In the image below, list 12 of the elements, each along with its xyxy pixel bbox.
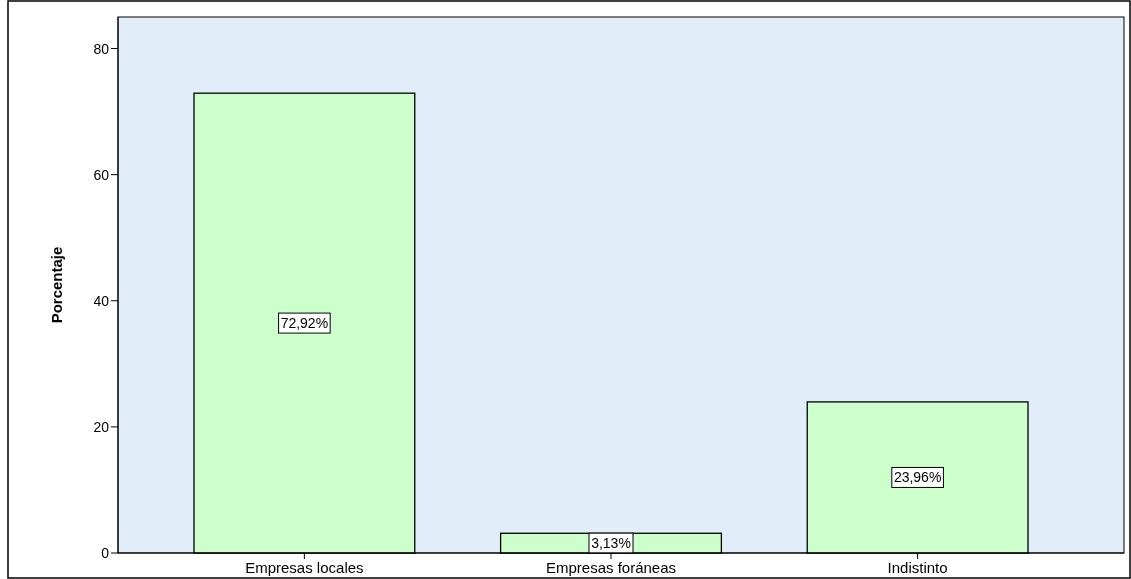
- x-tick-label: Empresas locales: [245, 559, 364, 576]
- data-label: 72,92%: [280, 315, 329, 332]
- y-tick-label: 80: [93, 40, 110, 57]
- y-tick-label: 20: [93, 418, 110, 435]
- x-tick-label: Empresas foráneas: [545, 559, 677, 576]
- y-tick-label: 40: [93, 292, 110, 309]
- y-tick-label: 60: [93, 166, 110, 183]
- y-axis-title: Porcentaje: [48, 246, 65, 324]
- y-tick-label: 0: [101, 545, 110, 561]
- x-tick-label: Indistinto: [887, 559, 948, 576]
- data-label: 23,96%: [893, 469, 942, 486]
- data-label: 3,13%: [591, 535, 631, 552]
